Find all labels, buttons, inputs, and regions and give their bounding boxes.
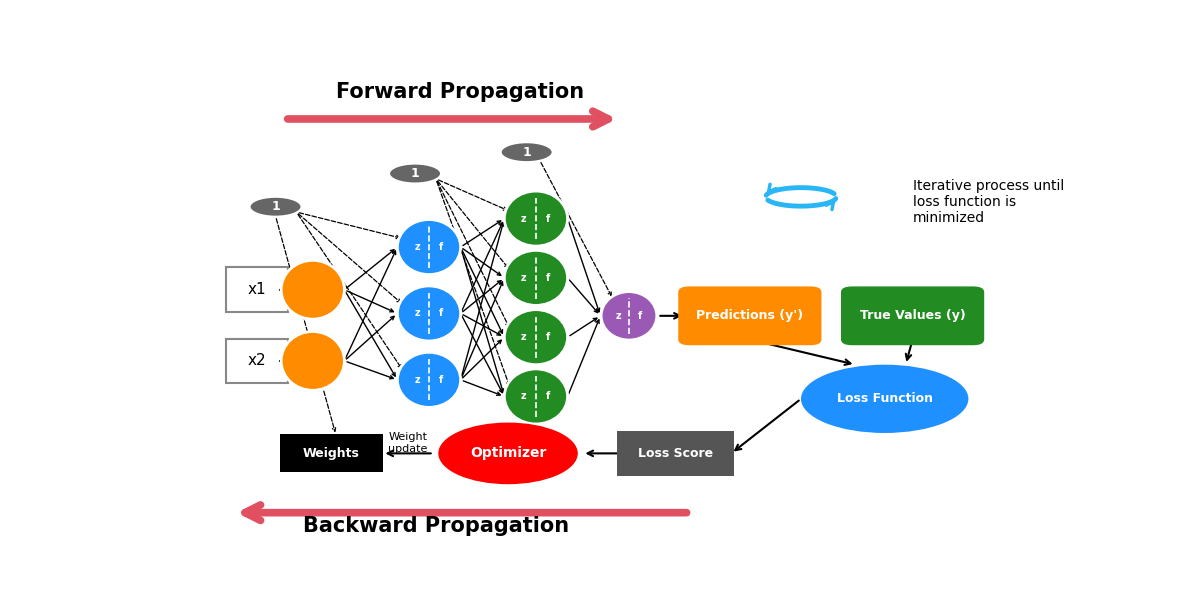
Text: f: f <box>546 332 550 342</box>
FancyBboxPatch shape <box>281 434 383 472</box>
Text: z: z <box>414 375 420 385</box>
Text: Predictions (y'): Predictions (y') <box>696 309 804 322</box>
Ellipse shape <box>504 191 568 246</box>
Text: z: z <box>521 391 527 402</box>
Text: f: f <box>439 375 443 385</box>
Text: Loss Function: Loss Function <box>836 392 932 405</box>
Text: Loss Score: Loss Score <box>638 447 713 460</box>
Text: Backward Propagation: Backward Propagation <box>304 516 570 536</box>
Ellipse shape <box>500 142 553 162</box>
Text: f: f <box>546 273 550 283</box>
Ellipse shape <box>389 164 442 184</box>
Text: 1: 1 <box>522 145 532 159</box>
Ellipse shape <box>601 291 656 340</box>
Ellipse shape <box>250 197 301 217</box>
FancyBboxPatch shape <box>617 431 734 476</box>
Text: Iterative process until
loss function is
minimized: Iterative process until loss function is… <box>912 179 1064 225</box>
FancyBboxPatch shape <box>227 267 288 312</box>
FancyBboxPatch shape <box>227 339 288 383</box>
Text: f: f <box>637 311 642 321</box>
Ellipse shape <box>802 365 968 433</box>
Ellipse shape <box>397 286 461 341</box>
Text: z: z <box>521 214 527 224</box>
Text: f: f <box>439 309 443 318</box>
Ellipse shape <box>504 250 568 306</box>
FancyBboxPatch shape <box>841 286 984 345</box>
Ellipse shape <box>397 219 461 275</box>
Text: z: z <box>521 332 527 342</box>
Text: Forward Propagation: Forward Propagation <box>336 82 584 102</box>
Text: Optimizer: Optimizer <box>470 447 546 460</box>
Ellipse shape <box>281 261 344 319</box>
Text: True Values (y): True Values (y) <box>859 309 966 322</box>
Text: 1: 1 <box>410 167 420 180</box>
Text: f: f <box>546 214 550 224</box>
Ellipse shape <box>397 352 461 407</box>
Text: z: z <box>414 309 420 318</box>
Text: x1: x1 <box>247 282 266 298</box>
Ellipse shape <box>438 423 578 484</box>
Text: z: z <box>521 273 527 283</box>
Ellipse shape <box>504 369 568 424</box>
FancyBboxPatch shape <box>678 286 822 345</box>
Ellipse shape <box>504 310 568 365</box>
Text: Weight
update: Weight update <box>389 432 427 454</box>
Text: x2: x2 <box>247 354 266 368</box>
Text: z: z <box>414 242 420 252</box>
Ellipse shape <box>281 331 344 391</box>
Text: Weights: Weights <box>302 447 360 460</box>
Text: 1: 1 <box>271 200 280 213</box>
Text: z: z <box>616 311 622 321</box>
Text: f: f <box>546 391 550 402</box>
Text: f: f <box>439 242 443 252</box>
